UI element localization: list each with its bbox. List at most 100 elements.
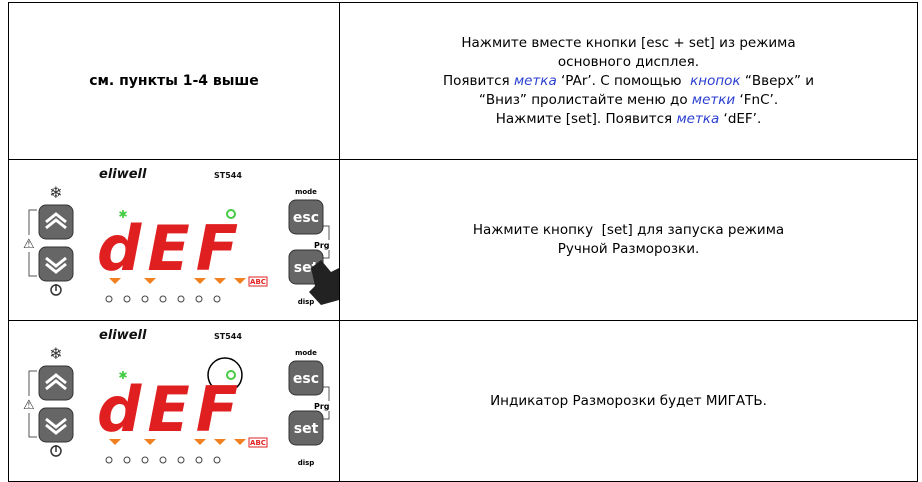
text-span: “Вверх” и xyxy=(740,72,815,89)
highlight-circle xyxy=(207,357,243,393)
status-icon xyxy=(195,295,203,303)
arrow-icon xyxy=(45,212,67,230)
abc-box xyxy=(248,276,268,287)
right-cell: Нажмите вместе кнопки [esc + set] из реж… xyxy=(339,2,918,160)
text-span: Индикатор Разморозки будет МИГАТЬ. xyxy=(490,392,767,409)
hand-icon xyxy=(309,260,339,305)
green-star: ✱ xyxy=(118,208,127,221)
highlight-word: метка xyxy=(676,110,720,127)
esc-label: esc xyxy=(293,210,319,226)
esc-label: esc xyxy=(293,371,319,387)
dash xyxy=(234,278,246,284)
green-bulb xyxy=(226,370,236,380)
arrow-button xyxy=(38,407,74,443)
status-icon xyxy=(159,456,167,464)
bracket xyxy=(28,209,37,277)
left-cell: ❄ ⚠ eliwell ST544 ✱ dEF ABC mode disp Prg esc set xyxy=(8,320,340,482)
text-line: “Вниз” пролистайте меню до метки ‘FnC’. xyxy=(340,91,917,110)
cell-text: см. пункты 1-4 выше xyxy=(89,73,259,89)
status-icon xyxy=(123,456,131,464)
text-span: Нажмите кнопку [set] для запуска режима xyxy=(472,222,785,238)
text-line: основного дисплея. xyxy=(340,53,917,72)
disp-label: disp xyxy=(298,459,315,467)
text-line: Индикатор Разморозки будет МИГАТЬ. xyxy=(340,392,917,411)
snowflake-icon: ❄ xyxy=(49,183,62,202)
dash xyxy=(234,439,246,445)
esc-button xyxy=(288,360,324,396)
text-line: Ручной Разморозки. xyxy=(340,240,917,259)
bracket xyxy=(322,225,330,259)
status-icon xyxy=(141,456,149,464)
dash xyxy=(214,278,226,284)
set-label: set xyxy=(294,421,319,437)
text-line: Появится метка ‘PAr’. С помощью кнопок “… xyxy=(340,72,917,91)
prg-label: Prg xyxy=(314,241,330,250)
green-bulb xyxy=(226,209,236,219)
highlight-word: метки xyxy=(691,91,736,108)
mode-label: mode xyxy=(295,188,317,196)
highlight-word: метка xyxy=(513,72,557,89)
warning-icon: ⚠ xyxy=(23,398,35,413)
text-span: ‘FnC’. xyxy=(735,91,779,108)
status-icon xyxy=(105,456,113,464)
abc-label: ABC xyxy=(250,439,266,447)
status-icon xyxy=(123,295,131,303)
display-text: dEF xyxy=(97,373,244,446)
dash xyxy=(109,439,121,445)
bracket xyxy=(28,370,37,438)
text-span: Появится xyxy=(442,72,514,89)
left-cell: ❄ ⚠ eliwell ST544 ✱ dEF ABC mode disp Prg esc set xyxy=(8,159,340,321)
text-span: Ручной Разморозки. xyxy=(557,241,700,257)
disp-label: disp xyxy=(298,298,315,306)
text-line: Нажмите [set]. Появится метка ‘dEF’. xyxy=(340,110,917,129)
status-icon xyxy=(213,295,221,303)
text-span: Нажмите [set]. Появится xyxy=(495,110,677,127)
arrow-icon xyxy=(45,373,67,391)
dash xyxy=(109,278,121,284)
left-cell: см. пункты 1-4 выше xyxy=(8,2,340,160)
abc-label: ABC xyxy=(250,278,266,286)
text-line: Нажмите кнопку [set] для запуска режима xyxy=(340,221,917,240)
arrow-icon xyxy=(45,256,67,274)
snowflake-icon: ❄ xyxy=(49,344,62,363)
row: см. пункты 1-4 выше Нажмите вместе кнопк… xyxy=(8,2,918,160)
text-span: ‘PAr’. С помощью xyxy=(556,72,691,89)
arrow-button xyxy=(38,246,74,282)
text-span: основного дисплея. xyxy=(557,53,700,70)
status-icon xyxy=(177,456,185,464)
dash xyxy=(144,278,156,284)
text-span: “Вниз” пролистайте меню до xyxy=(478,91,692,108)
status-icon xyxy=(141,295,149,303)
arrow-button xyxy=(38,365,74,401)
text-span: ‘dEF’. xyxy=(719,110,762,127)
text-line: Нажмите вместе кнопки [esc + set] из реж… xyxy=(340,34,917,53)
mode-label: mode xyxy=(295,349,317,357)
status-icon xyxy=(159,295,167,303)
arrow-icon xyxy=(45,417,67,435)
brand-logo: eliwell xyxy=(99,167,147,182)
dash xyxy=(194,439,206,445)
arrow-button xyxy=(38,204,74,240)
set-button xyxy=(288,410,324,446)
status-icon xyxy=(213,456,221,464)
display-text: dEF xyxy=(97,212,244,285)
model-label: ST544 xyxy=(214,332,242,341)
highlight-word: кнопок xyxy=(690,72,741,89)
dash xyxy=(194,278,206,284)
row: ❄ ⚠ eliwell ST544 ✱ dEF ABC mode disp Prg esc set Н… xyxy=(8,159,918,321)
abc-box xyxy=(248,437,268,448)
warning-icon: ⚠ xyxy=(23,237,35,252)
text-span: Нажмите вместе кнопки [esc + set] из реж… xyxy=(461,34,796,51)
bracket xyxy=(322,386,330,420)
status-icon xyxy=(105,295,113,303)
status-icon xyxy=(177,295,185,303)
status-icon xyxy=(195,456,203,464)
row: ❄ ⚠ eliwell ST544 ✱ dEF ABC mode disp Prg esc set И… xyxy=(8,320,918,482)
dash xyxy=(144,439,156,445)
right-cell: Индикатор Разморозки будет МИГАТЬ. xyxy=(339,320,918,482)
brand-logo: eliwell xyxy=(99,328,147,343)
green-star: ✱ xyxy=(118,369,127,382)
